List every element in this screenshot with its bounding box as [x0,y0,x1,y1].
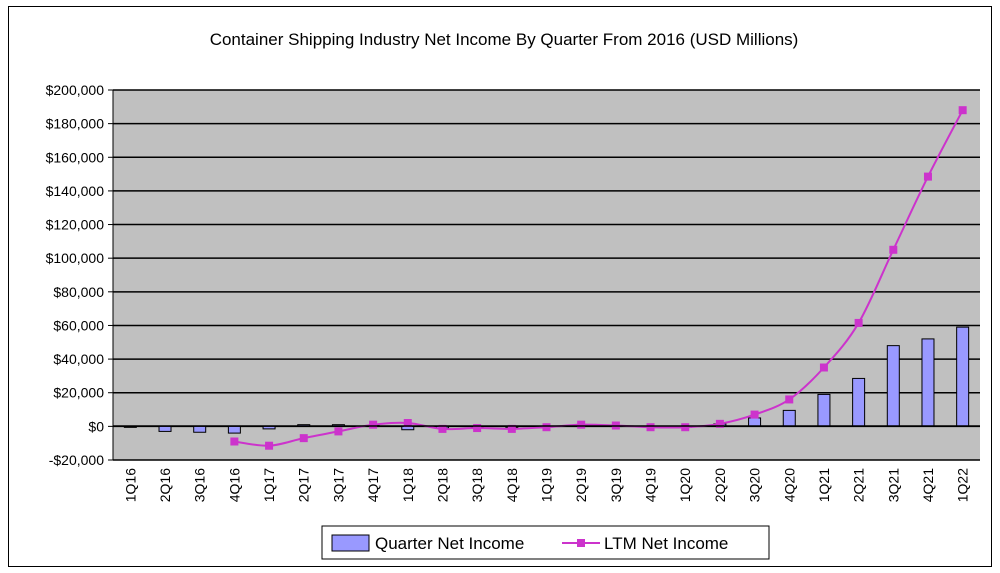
x-tick-label: 3Q21 [885,468,901,502]
ltm-point [715,419,724,428]
x-tick-label: 4Q21 [920,468,936,502]
x-tick-label: 3Q18 [469,468,485,502]
x-tick-label: 1Q19 [539,468,555,502]
x-axis-ticks: 1Q16 2Q16 3Q16 4Q16 1Q17 2Q17 3Q17 4Q17 1Q18 2Q18… [122,468,970,502]
x-tick-label: 1Q21 [816,468,832,502]
x-tick-label: 2Q21 [851,468,867,502]
y-tick-label: $100,000 [46,250,105,266]
x-tick-label: 2Q19 [573,468,589,502]
legend-label-quarter: Quarter Net Income [375,534,524,553]
legend: Quarter Net Income LTM Net Income [321,525,770,560]
y-tick-label: $40,000 [53,351,104,367]
x-tick-label: 3Q17 [330,468,346,502]
x-tick-label: 3Q16 [192,468,208,502]
x-tick-label: 1Q16 [122,468,138,502]
x-tick-label: 3Q19 [608,468,624,502]
y-axis-ticks: -$20,000 $0 $20,000 $40,000 $60,000 $80,000 $1… [46,82,113,468]
bar [748,417,762,427]
y-tick-label: $140,000 [46,183,105,199]
y-tick-label: $120,000 [46,217,105,233]
ltm-point [507,424,516,433]
bar [886,345,900,427]
ltm-point [299,434,308,443]
x-tick-label: 2Q17 [296,468,312,502]
bar [921,338,935,427]
ltm-point [265,441,274,450]
ltm-point [230,437,239,446]
ltm-point [750,410,759,419]
ltm-point [958,106,967,115]
y-tick-label: $180,000 [46,116,105,132]
y-tick-label: $80,000 [53,284,104,300]
bar [782,409,796,427]
y-tick-label: $60,000 [53,317,104,333]
bar [852,377,866,427]
y-tick-label: $0 [88,418,104,434]
ltm-point [889,245,898,254]
bar [227,425,241,434]
x-tick-label: 2Q16 [157,468,173,502]
x-tick-label: 1Q17 [261,468,277,502]
legend-box [321,525,770,560]
ltm-line [234,109,964,447]
ltm-point [646,423,655,432]
x-tick-label: 4Q20 [781,468,797,502]
ltm-point [681,423,690,432]
bar-series [123,326,970,434]
ltm-point [819,363,828,372]
y-tick-label: $200,000 [46,82,105,98]
chart-title: Container Shipping Industry Net Income B… [210,30,799,49]
ltm-point [369,420,378,429]
plot-area [113,90,980,460]
bar [158,425,172,432]
y-tick-label: $160,000 [46,149,105,165]
x-tick-label: 4Q17 [365,468,381,502]
ltm-point [438,424,447,433]
x-tick-label: 3Q20 [747,468,763,502]
ltm-point [542,423,551,432]
legend-bar-swatch [331,534,370,552]
x-tick-label: 4Q19 [643,468,659,502]
x-tick-label: 2Q20 [712,468,728,502]
ltm-point [473,424,482,433]
y-tick-label: $20,000 [53,385,104,401]
ltm-point [403,419,412,427]
x-tick-label: 4Q18 [504,468,520,502]
ltm-point [334,427,343,436]
bar [193,425,207,433]
x-tick-label: 2Q18 [434,468,450,502]
bar [956,326,970,427]
x-tick-label: 1Q22 [955,468,971,502]
x-tick-label: 1Q18 [400,468,416,502]
x-tick-label: 4Q16 [226,468,242,502]
legend-label-ltm: LTM Net Income [604,534,728,553]
legend-line-marker [577,539,585,547]
y-tick-label: -$20,000 [49,452,104,468]
ltm-point [577,420,586,429]
bar [817,393,831,427]
ltm-point [923,172,932,181]
ltm-point [854,318,863,327]
ltm-point [785,395,794,404]
x-tick-label: 1Q20 [677,468,693,502]
